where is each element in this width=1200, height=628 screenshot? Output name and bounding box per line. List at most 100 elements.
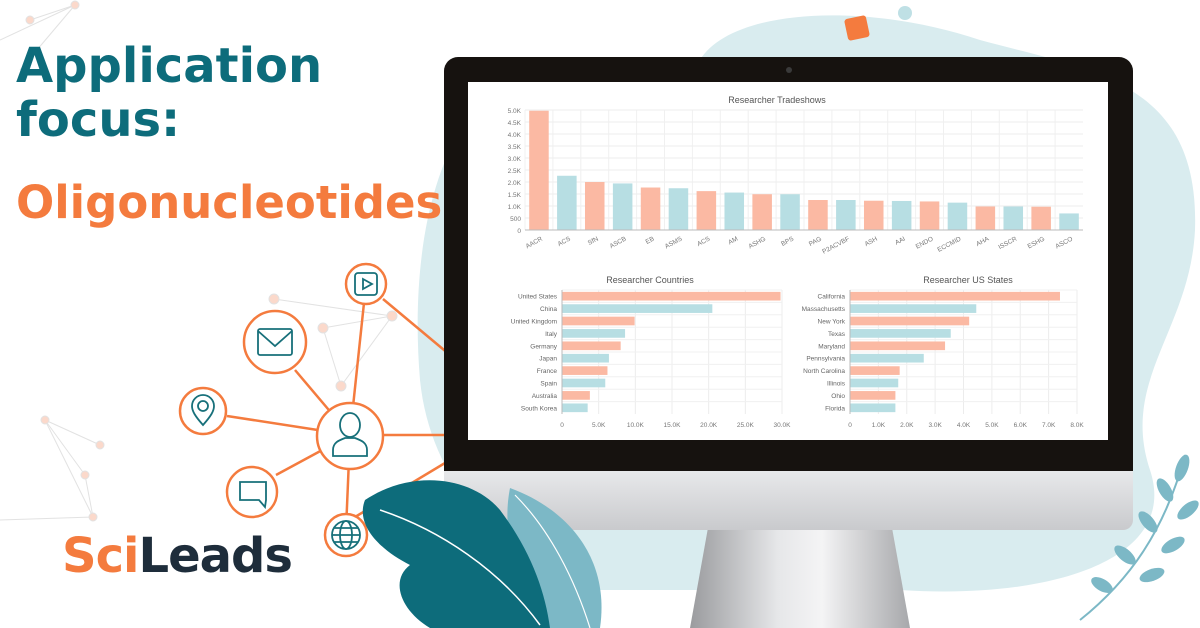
y-category-label: Florida [825, 405, 845, 412]
mail-node [242, 309, 308, 375]
x-tick-label: 5.0K [592, 422, 606, 429]
bar-isscr [1003, 206, 1024, 230]
bar-united-kingdom [562, 316, 635, 326]
bar-maryland [850, 341, 946, 351]
bar-california [850, 291, 1060, 301]
scileads-logo: SciLeads [62, 528, 293, 584]
x-tick-label: ECCMID [936, 235, 962, 253]
x-tick-label: ESHG [1027, 236, 1047, 251]
bar-south-korea [562, 403, 588, 413]
bar-texas [850, 329, 951, 338]
x-tick-label: AAI [894, 235, 907, 246]
y-category-label: Italy [545, 331, 558, 338]
bar-illinois [850, 378, 899, 388]
y-tick-label: 3.0K [508, 156, 522, 163]
bar-acs [696, 191, 717, 230]
y-tick-label: 3.5K [508, 144, 522, 151]
x-tick-label: 25.0K [737, 422, 755, 429]
x-tick-label: ASCB [609, 236, 628, 250]
headline-topic: Oligonucleotides [16, 176, 443, 229]
bar-florida [850, 403, 896, 413]
y-category-label: Texas [828, 331, 846, 338]
x-tick-label: AM [727, 236, 739, 247]
y-tick-label: 4.5K [508, 120, 522, 127]
chart-title-tradeshows: Researcher Tradeshows [728, 95, 826, 105]
x-tick-label: PAG [808, 236, 823, 248]
y-category-label: Massachusetts [802, 306, 846, 313]
x-tick-label: 8.0K [1070, 422, 1084, 429]
y-category-label: China [540, 306, 557, 313]
x-tick-label: 0 [560, 422, 564, 429]
y-category-label: Ohio [831, 393, 845, 400]
x-tick-label: 6.0K [1014, 422, 1028, 429]
x-tick-label: 0 [848, 422, 852, 429]
states-chart: 0 1.0K 2.0K 3.0K 4.0K 5.0K 6.0K 7.0K 8.0K Califor… [802, 289, 1084, 429]
x-tick-label: SfN [587, 235, 600, 246]
y-category-label: Japan [539, 356, 557, 363]
x-tick-label: ACS [696, 235, 712, 248]
bar-acs [557, 175, 577, 230]
y-tick-label: 4.0K [508, 132, 522, 139]
leaves-decoration [362, 480, 602, 628]
x-tick-label: ASCO [1054, 236, 1074, 251]
user-icon [332, 412, 368, 457]
y-category-label: Germany [530, 343, 557, 350]
dark-leaf [362, 480, 550, 628]
x-tick-label: ISSCR [997, 235, 1018, 251]
logo-sci: Sci [62, 528, 139, 584]
video-play-icon [354, 272, 378, 296]
y-category-label: South Korea [521, 405, 558, 412]
bar-asms [668, 188, 689, 230]
y-tick-label: 1.5K [508, 192, 522, 199]
y-tick-label: 5.0K [508, 108, 522, 115]
camera-icon [786, 67, 792, 73]
faint-network [0, 0, 398, 522]
x-tick-label: ACS [557, 235, 573, 248]
bar-eccmid [947, 202, 968, 230]
headline-line-2: focus: [16, 92, 181, 148]
bar-australia [562, 391, 590, 400]
bar-north-carolina [850, 366, 900, 375]
bar-asco [1059, 213, 1079, 230]
video-node [344, 262, 388, 306]
chat-bubble-icon [239, 481, 267, 510]
chart-title-countries: Researcher Countries [606, 275, 694, 285]
x-tick-label: ASHG [748, 236, 768, 251]
x-tick-label: BPS [780, 235, 795, 248]
monitor-stand [690, 530, 910, 628]
x-tick-label: 3.0K [928, 422, 942, 429]
x-tick-label: ASMS [664, 235, 684, 250]
y-category-label: California [818, 294, 846, 301]
y-category-label: New York [818, 319, 846, 326]
bar-am [724, 192, 745, 230]
chat-node [225, 465, 279, 519]
x-tick-label: 20.0K [700, 422, 718, 429]
y-category-label: France [537, 368, 558, 375]
bar-bps [780, 194, 800, 230]
y-tick-label: 1.0K [508, 204, 522, 211]
x-tick-label: ENDO [915, 236, 935, 251]
bar-pennsylvania [850, 353, 924, 363]
x-tick-label: 2.0K [900, 422, 914, 429]
y-tick-label: 500 [510, 216, 521, 223]
bar-ash [863, 200, 884, 230]
x-tick-label: 15.0K [664, 422, 682, 429]
bar-aacr [529, 110, 549, 230]
orange-square-decoration [844, 15, 870, 41]
y-category-label: United States [518, 294, 558, 301]
y-category-label: Spain [540, 381, 557, 388]
bar-eshg [1031, 206, 1051, 230]
bar-massachusetts [850, 304, 977, 313]
tradeshows-chart: 0 500 1.0K 1.5K 2.0K 2.5K 3.0K 3.5K 4.0K 4.5K 5.0K… [508, 108, 1083, 256]
bar-france [562, 366, 608, 375]
y-category-label: Illinois [827, 381, 846, 388]
bar-united-states [562, 291, 781, 301]
y-tick-label: 2.5K [508, 168, 522, 175]
x-tick-label: AACR [525, 235, 545, 250]
countries-chart: 0 5.0K 10.0K 15.0K 20.0K 25.0K 30.0K United Sta… [511, 289, 791, 429]
y-category-label: Pennsylvania [806, 356, 845, 363]
x-tick-label: AHA [975, 235, 991, 248]
bar-new-york [850, 316, 970, 326]
mail-icon [257, 328, 293, 356]
logo-leads: Leads [138, 528, 292, 584]
